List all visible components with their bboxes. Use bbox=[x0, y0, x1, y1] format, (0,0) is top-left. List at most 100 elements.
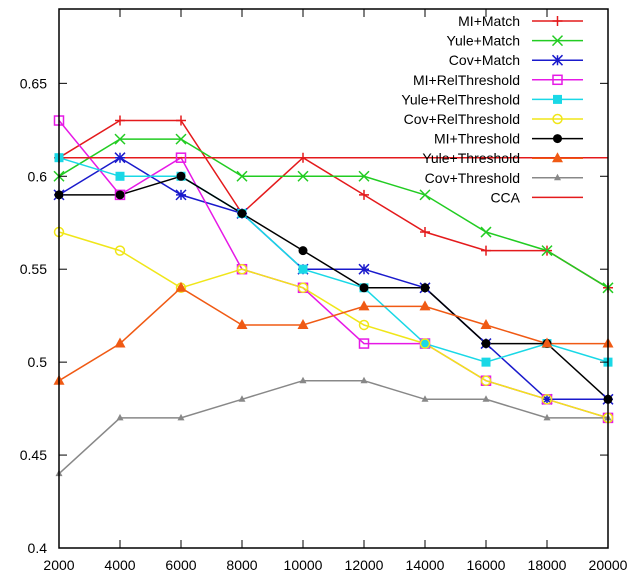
data-point-1-5 bbox=[358, 170, 370, 182]
y-tick-label-2: 0.5 bbox=[28, 354, 48, 370]
series-line-5 bbox=[58, 231, 609, 419]
axes: 2000 4000 6000 8000 10000 12000 14000 16000 1800… bbox=[20, 8, 628, 573]
y-tick-label-5: 0.65 bbox=[20, 75, 47, 91]
data-point-5-1 bbox=[114, 245, 126, 256]
legend: MI+Match Yule+Match Cov+Match MI+RelThresho… bbox=[401, 13, 583, 205]
data-point-8-2 bbox=[177, 413, 185, 421]
legend-label-7: Yule+Threshold bbox=[422, 150, 520, 166]
legend-label-0: MI+Match bbox=[458, 13, 520, 29]
data-point-7-4 bbox=[297, 318, 309, 329]
legend-marker-2 bbox=[551, 54, 564, 66]
series-line-4 bbox=[58, 156, 609, 363]
x-tick-label-4: 10000 bbox=[284, 557, 323, 573]
legend-marker-6 bbox=[553, 134, 562, 144]
plot-frame bbox=[58, 8, 609, 549]
data-point-1-3 bbox=[236, 170, 248, 182]
data-point-7-2 bbox=[175, 281, 187, 292]
x-tick-label-8: 18000 bbox=[528, 557, 567, 573]
data-point-8-8 bbox=[543, 413, 551, 421]
data-point-3-2 bbox=[175, 152, 187, 163]
data-point-2-5 bbox=[358, 263, 370, 275]
data-point-7-8 bbox=[541, 337, 553, 348]
legend-marker-7 bbox=[552, 152, 563, 163]
data-point-8-1 bbox=[116, 413, 124, 421]
legend-label-3: MI+RelThreshold bbox=[413, 72, 520, 88]
data-point-6-2 bbox=[176, 171, 186, 181]
data-point-5-6 bbox=[419, 338, 431, 349]
data-point-6-7 bbox=[481, 339, 491, 349]
legend-label-1: Yule+Match bbox=[446, 33, 520, 49]
legend-label-4: Yule+RelThreshold bbox=[401, 91, 520, 107]
data-point-1-4 bbox=[297, 170, 309, 182]
data-point-4-4 bbox=[298, 264, 308, 274]
y-tick-label-4: 0.6 bbox=[28, 168, 48, 184]
legend-marker-5 bbox=[552, 113, 563, 125]
legend-marker-4 bbox=[553, 94, 562, 104]
legend-marker-3 bbox=[552, 74, 563, 86]
data-point-0-7 bbox=[481, 245, 491, 256]
data-point-2-2 bbox=[175, 189, 187, 201]
data-point-5-4 bbox=[297, 282, 309, 294]
data-point-8-5 bbox=[360, 376, 368, 384]
data-point-7-1 bbox=[114, 337, 126, 348]
legend-marker-0 bbox=[552, 16, 563, 26]
data-point-2-8 bbox=[541, 393, 553, 405]
x-tick-label-9: 20000 bbox=[589, 557, 628, 573]
data-point-7-6 bbox=[419, 300, 431, 311]
data-point-3-5 bbox=[358, 338, 370, 349]
data-point-6-4 bbox=[298, 246, 308, 256]
data-point-0-1 bbox=[115, 115, 125, 126]
x-tick-label-1: 4000 bbox=[104, 557, 135, 573]
x-tick-label-5: 12000 bbox=[345, 557, 384, 573]
legend-marker-8 bbox=[554, 173, 561, 181]
data-point-5-8 bbox=[541, 394, 553, 405]
data-point-1-6 bbox=[419, 189, 431, 201]
data-point-4-1 bbox=[115, 171, 125, 181]
data-point-6-5 bbox=[359, 283, 369, 293]
x-tick-label-0: 2000 bbox=[43, 557, 74, 573]
series-line-8 bbox=[58, 379, 608, 475]
data-point-8-3 bbox=[238, 395, 246, 402]
x-tick-label-6: 14000 bbox=[406, 557, 445, 573]
data-point-7-5 bbox=[358, 300, 370, 311]
data-point-1-2 bbox=[175, 133, 187, 145]
data-point-8-4 bbox=[299, 376, 307, 384]
series-line-1 bbox=[58, 138, 609, 289]
legend-label-6: MI+Threshold bbox=[434, 131, 520, 147]
data-point-8-7 bbox=[482, 395, 490, 402]
plot-markers bbox=[53, 115, 614, 477]
data-point-0-4 bbox=[298, 152, 308, 163]
data-point-0-5 bbox=[359, 189, 369, 200]
x-tick-label-3: 8000 bbox=[226, 557, 257, 573]
legend-label-5: Cov+RelThreshold bbox=[404, 111, 520, 127]
series-line-7 bbox=[58, 286, 608, 382]
legend-label-8: Cov+Threshold bbox=[425, 170, 520, 186]
data-point-1-1 bbox=[114, 133, 126, 145]
plot-lines bbox=[58, 119, 609, 475]
legend-label-9: CCA bbox=[490, 189, 520, 205]
data-point-5-7 bbox=[480, 375, 492, 386]
y-tick-label-3: 0.55 bbox=[20, 261, 47, 277]
series-line-6 bbox=[59, 175, 609, 400]
data-point-5-3 bbox=[236, 263, 248, 275]
legend-marker-1 bbox=[551, 35, 564, 47]
x-tick-label-2: 6000 bbox=[165, 557, 196, 573]
series-line-0 bbox=[58, 119, 609, 289]
data-point-7-7 bbox=[480, 318, 492, 329]
y-tick-label-0: 0.4 bbox=[28, 540, 48, 556]
data-point-2-1 bbox=[114, 152, 126, 164]
data-point-7-3 bbox=[236, 318, 248, 329]
data-point-4-6 bbox=[420, 339, 430, 349]
data-point-5-5 bbox=[358, 319, 370, 331]
x-tick-label-7: 16000 bbox=[467, 557, 506, 573]
data-point-0-6 bbox=[420, 227, 430, 238]
data-point-4-7 bbox=[481, 357, 491, 367]
data-point-6-1 bbox=[115, 190, 125, 200]
y-tick-label-1: 0.45 bbox=[20, 447, 47, 463]
data-point-6-3 bbox=[237, 208, 247, 218]
data-point-1-7 bbox=[480, 226, 492, 238]
data-point-0-2 bbox=[176, 115, 186, 126]
data-point-6-6 bbox=[420, 283, 430, 293]
legend-label-2: Cov+Match bbox=[449, 52, 520, 68]
